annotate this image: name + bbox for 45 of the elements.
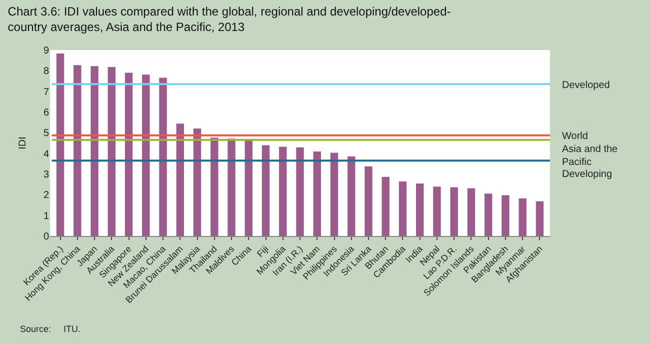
bar: [244, 140, 252, 236]
bar: [484, 194, 492, 236]
y-tick-label: 7: [43, 86, 50, 98]
ref-line-label: Developing: [562, 169, 612, 180]
bar: [193, 128, 202, 236]
y-tick-label: 9: [43, 46, 50, 56]
y-tick-label: 6: [43, 108, 50, 118]
bar: [518, 198, 526, 236]
bar: [210, 138, 218, 236]
bar: [90, 66, 98, 236]
bar: [56, 54, 64, 236]
bar: [502, 195, 510, 236]
y-tick-label: 1: [43, 210, 50, 222]
ref-line-label: Asia and the Pacific: [562, 144, 618, 168]
y-tick-label: 2: [43, 190, 50, 202]
bar: [228, 138, 236, 236]
y-tick-label: 3: [43, 170, 50, 180]
y-tick-label: 0: [43, 232, 50, 242]
bar: [398, 181, 407, 236]
bar: [313, 151, 321, 236]
y-axis-title: IDI: [17, 136, 28, 150]
bar: [108, 66, 116, 236]
bar: [382, 176, 390, 236]
ref-line-label: World: [562, 131, 588, 142]
bar: [176, 124, 184, 236]
bar: [416, 184, 424, 236]
bar: [296, 147, 304, 236]
bar: [467, 188, 476, 236]
bar: [348, 156, 356, 236]
source-note: Source: ITU.: [20, 324, 81, 334]
bar: [262, 145, 270, 236]
ref-line-label: Developed: [562, 80, 610, 91]
bar: [536, 201, 544, 236]
bar: [364, 166, 372, 236]
y-tick-label: 4: [43, 148, 50, 160]
chart-title: Chart 3.6: IDI values compared with the global, regional and developing/developed-country averages, Asia and the Pacific, 2013: [8, 4, 451, 34]
bar: [142, 74, 150, 236]
bar: [450, 187, 458, 236]
y-tick-label: 8: [43, 66, 50, 78]
bar: [279, 146, 287, 236]
bar: [124, 72, 133, 236]
bar: [159, 78, 167, 236]
bar: [433, 186, 441, 236]
y-tick-label: 5: [43, 128, 50, 140]
bar: [330, 152, 338, 236]
